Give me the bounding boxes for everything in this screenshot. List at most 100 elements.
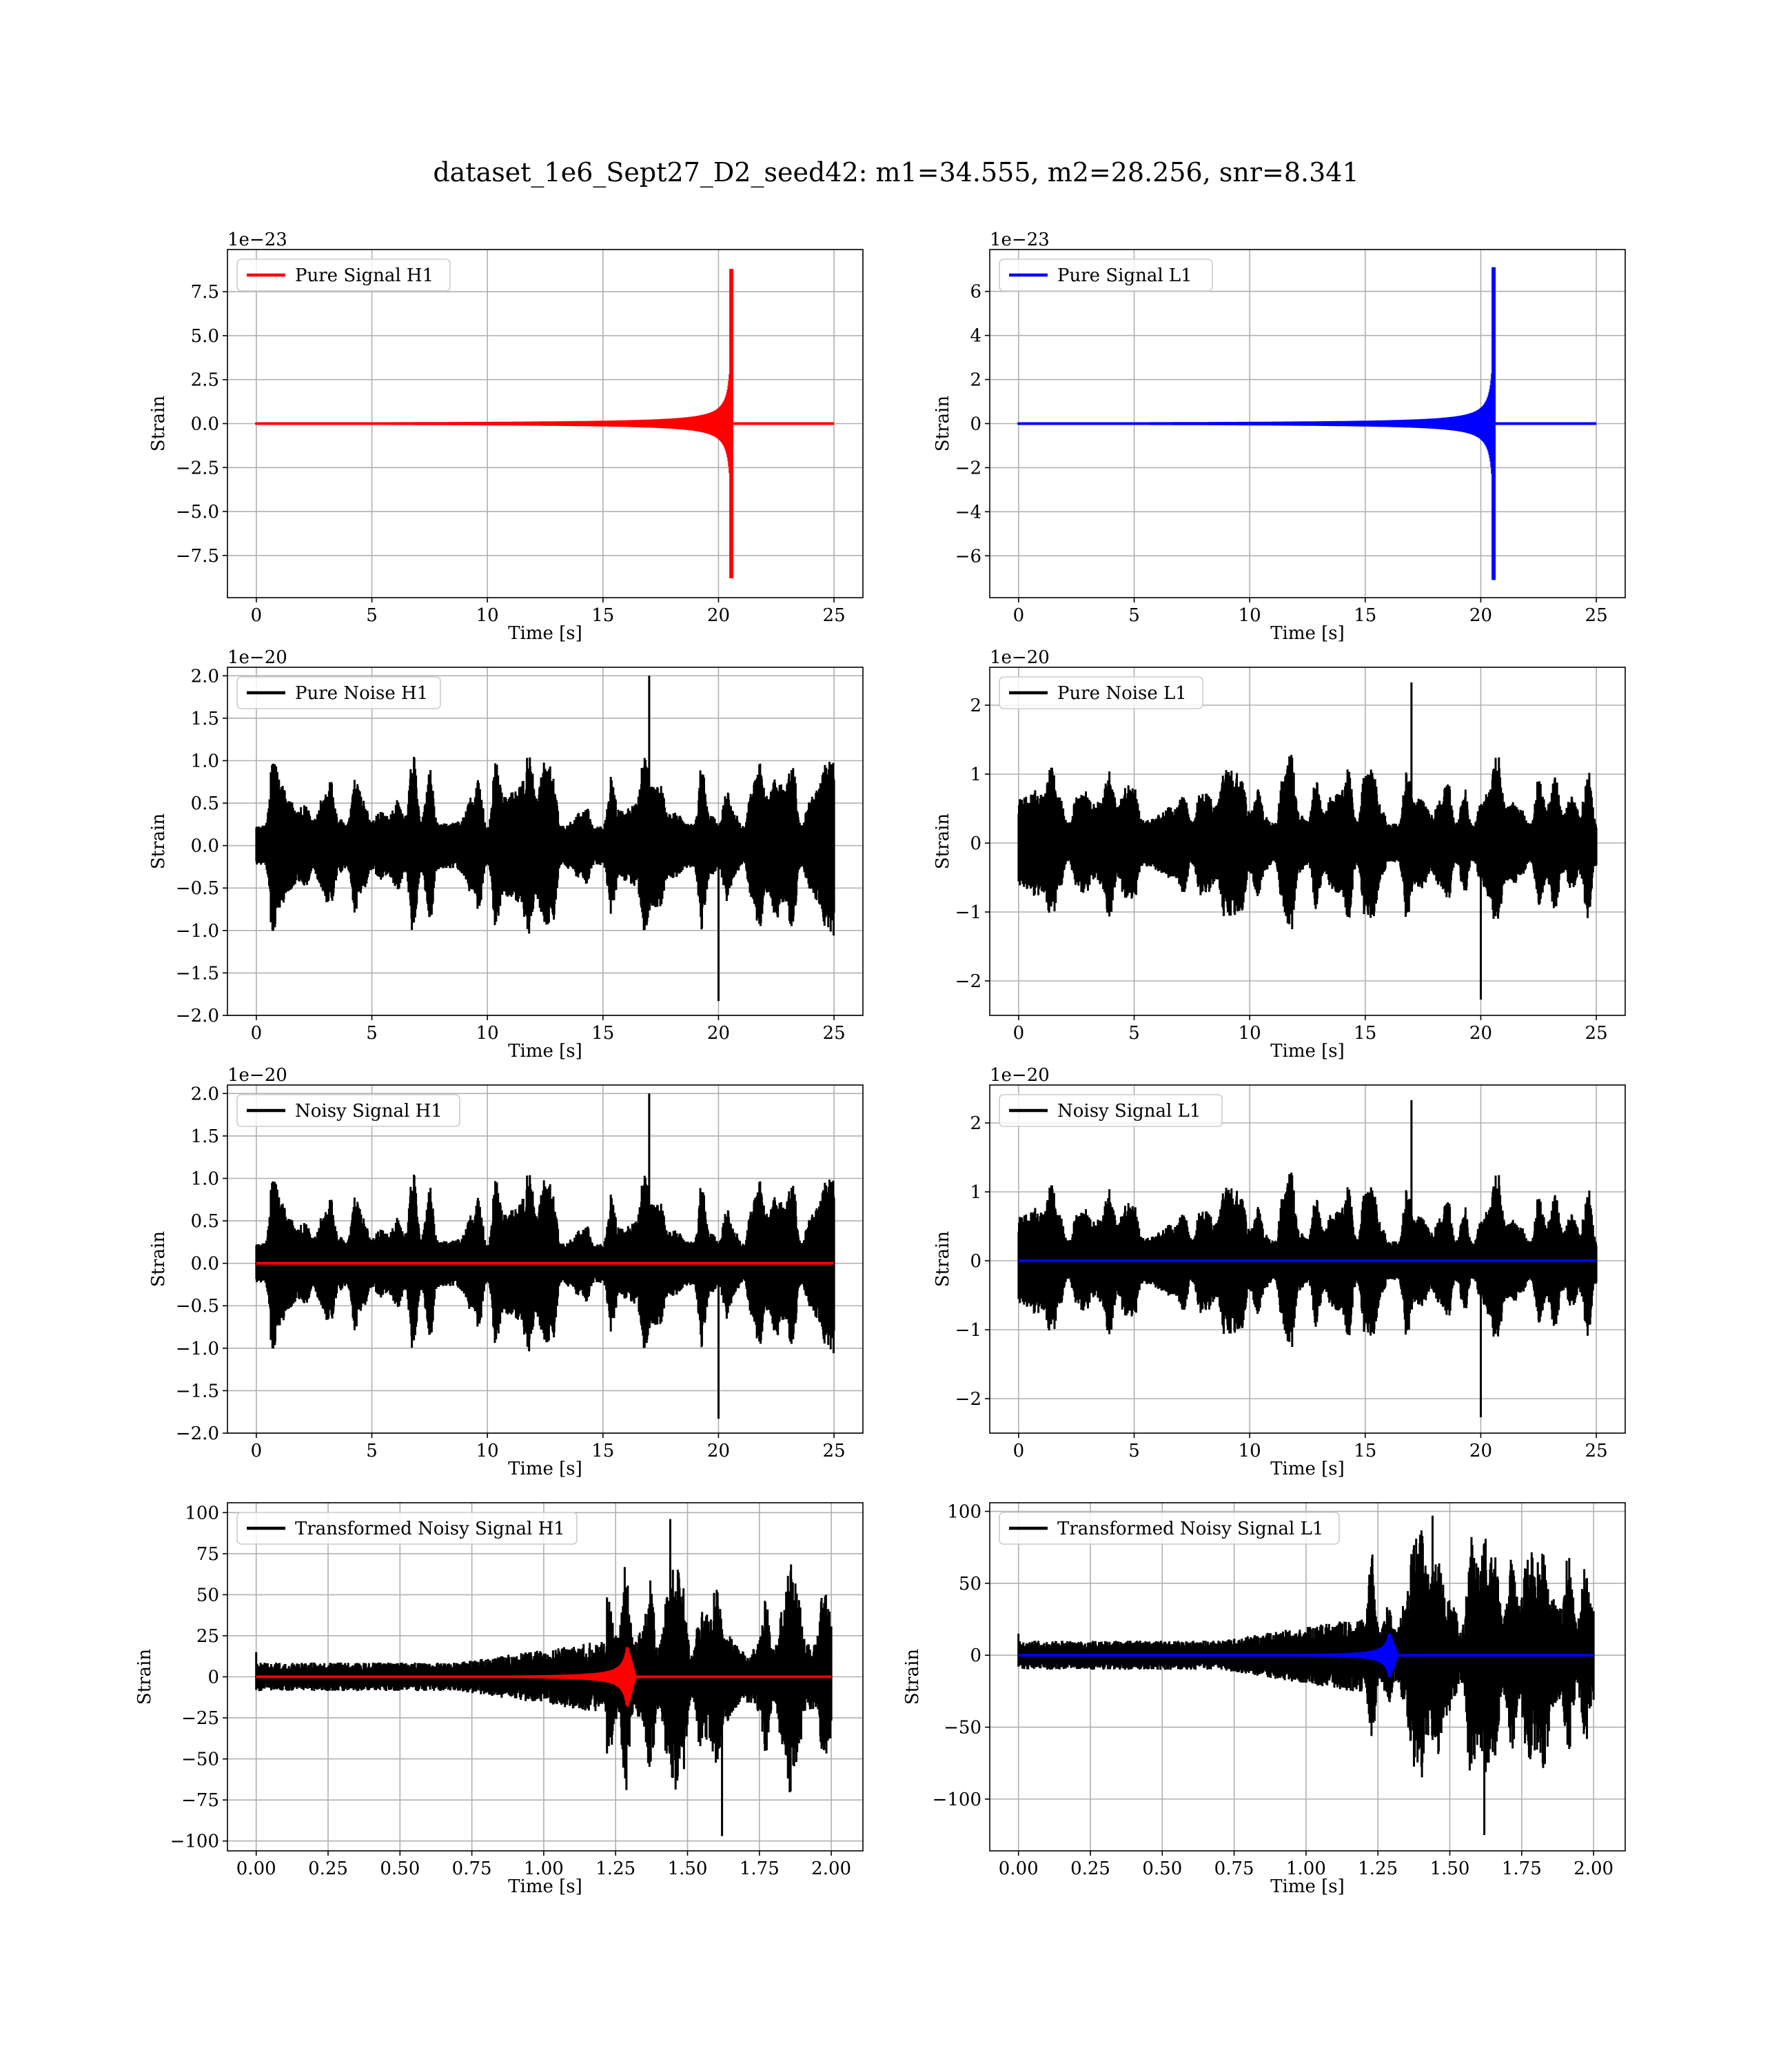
y-tick-label: −1 (955, 1320, 981, 1341)
plot-area (255, 1519, 833, 1836)
x-tick-label: 20 (1469, 1441, 1492, 1461)
y-tick-label: −75 (181, 1790, 219, 1811)
offset-text: 1e−20 (990, 647, 1050, 668)
x-tick-label: 10 (1239, 1441, 1261, 1461)
offset-text: 1e−23 (990, 230, 1050, 250)
y-tick-label: −2 (955, 458, 981, 478)
x-tick-label: 1.00 (524, 1858, 564, 1879)
x-axis-label: Time [s] (508, 1876, 582, 1897)
x-tick-label: 5 (1128, 1441, 1140, 1461)
y-tick-label: 2 (970, 1113, 981, 1134)
y-tick-label: 50 (959, 1574, 981, 1594)
y-tick-label: 50 (196, 1585, 219, 1605)
y-tick-label: −2 (955, 971, 981, 992)
x-tick-label: 10 (476, 605, 499, 626)
y-tick-label: −1.5 (176, 1381, 219, 1401)
x-tick-label: 25 (823, 1441, 846, 1461)
y-tick-label: −2.0 (176, 1423, 219, 1444)
noise-trace (255, 676, 835, 1002)
x-tick-label: 20 (1469, 605, 1492, 626)
x-tick-label: 25 (823, 1023, 846, 1044)
y-axis-label: Strain (902, 1649, 923, 1705)
x-tick-label: 15 (591, 1441, 614, 1461)
y-tick-label: −0.5 (176, 1296, 219, 1317)
x-tick-label: 5 (1128, 605, 1140, 626)
x-tick-label: 10 (476, 1023, 499, 1044)
y-tick-label: −4 (955, 502, 981, 523)
x-tick-label: 25 (823, 605, 846, 626)
series-h1-signal-0 (254, 269, 835, 578)
legend-box (236, 258, 451, 292)
x-axis-label: Time [s] (1270, 623, 1345, 644)
y-tick-label: −2.0 (176, 1006, 219, 1026)
plot-area (255, 676, 835, 1002)
series-h1-noisy-0 (255, 1093, 835, 1419)
y-tick-label: 0 (970, 1645, 981, 1666)
chart-l1-noise: 0 5 10 15 20 25 −2 −1 0 1 2 Time [s] Strain 1e−20 Pure… (933, 647, 1626, 1062)
x-tick-label: 0.50 (380, 1858, 420, 1879)
x-tick-label: 0 (1013, 1023, 1025, 1044)
x-axis-label: Time [s] (1270, 1876, 1345, 1897)
chart-l1-signal: 0 5 10 15 20 25 −6 −4 −2 0 2 4 6 Time [s] Strain 1e−23 P… (933, 230, 1626, 644)
y-tick-label: 2.5 (191, 370, 219, 391)
legend-box (999, 1094, 1223, 1127)
legend-box (236, 676, 441, 709)
x-axis-label: Time [s] (508, 1459, 582, 1479)
x-tick-label: 15 (591, 605, 614, 626)
y-tick-label: −1.0 (176, 1339, 219, 1359)
x-tick-label: 1.50 (668, 1858, 708, 1879)
x-tick-label: 10 (1239, 605, 1261, 626)
x-tick-label: 0.25 (1070, 1858, 1110, 1879)
y-tick-label: −100 (933, 1790, 981, 1810)
chart-l1-transformed: 0.00 0.25 0.50 0.75 1.00 1.25 1.50 1.75 2.00 −100… (902, 1502, 1626, 1897)
x-tick-label: 2.00 (811, 1858, 851, 1879)
series-l1-noisy-0 (1017, 1100, 1598, 1417)
x-tick-label: 0 (1013, 1441, 1025, 1461)
x-tick-label: 1.25 (1358, 1858, 1398, 1879)
legend-label: Pure Signal H1 (295, 265, 434, 286)
y-tick-label: −50 (944, 1718, 981, 1738)
x-tick-label: 0.50 (1142, 1858, 1182, 1879)
y-tick-label: −2 (955, 1389, 981, 1410)
x-tick-label: 2.00 (1574, 1858, 1613, 1879)
y-axis-label: Strain (148, 1231, 169, 1288)
y-tick-label: 1 (970, 764, 981, 785)
y-tick-label: 1.5 (191, 1126, 219, 1147)
y-tick-label: 25 (196, 1626, 219, 1647)
x-tick-label: 1.75 (740, 1858, 780, 1879)
y-axis-label: Strain (148, 396, 169, 452)
x-tick-label: 15 (591, 1023, 614, 1044)
y-tick-label: 1.0 (191, 1168, 219, 1189)
x-tick-label: 1.50 (1430, 1858, 1470, 1879)
figure-title: dataset_1e6_Sept27_D2_seed42: m1=34.555,… (433, 157, 1359, 187)
offset-text: 1e−23 (227, 230, 287, 250)
y-tick-label: −1 (955, 902, 981, 923)
x-tick-label: 0.00 (236, 1858, 276, 1879)
legend-box (999, 1512, 1340, 1545)
y-tick-label: 1 (970, 1182, 981, 1203)
axes-frame (989, 1084, 1626, 1434)
x-tick-label: 15 (1354, 605, 1376, 626)
offset-text: 1e−20 (227, 1065, 287, 1086)
y-tick-label: −7.5 (176, 546, 219, 567)
y-tick-label: 4 (970, 326, 981, 347)
plot-area (1017, 682, 1598, 1000)
y-tick-label: −50 (181, 1750, 219, 1770)
chart-h1-noise: 0 5 10 15 20 25 −2.0 −1.5 −1.0 −0.5 0.0 0.5 1.0 1.5 2.… (148, 647, 864, 1062)
x-tick-label: 20 (707, 1441, 730, 1461)
x-tick-label: 20 (707, 1023, 730, 1044)
chart-h1-transformed: 0.00 0.25 0.50 0.75 1.00 1.25 1.50 1.75 2.00 −100… (134, 1502, 864, 1897)
y-tick-label: −25 (181, 1708, 219, 1729)
x-tick-label: 15 (1354, 1441, 1376, 1461)
x-tick-label: 5 (366, 1023, 378, 1044)
offset-text: 1e−20 (990, 1065, 1050, 1086)
plot-area (1017, 267, 1597, 580)
legend-label: Pure Signal L1 (1057, 265, 1192, 286)
x-tick-label: 20 (1469, 1023, 1492, 1044)
legend-box (236, 1094, 460, 1127)
x-tick-label: 20 (707, 605, 730, 626)
y-tick-label: 7.5 (191, 282, 219, 303)
axes-frame (989, 667, 1626, 1016)
x-axis-label: Time [s] (1270, 1459, 1345, 1479)
legend-box (999, 258, 1213, 292)
